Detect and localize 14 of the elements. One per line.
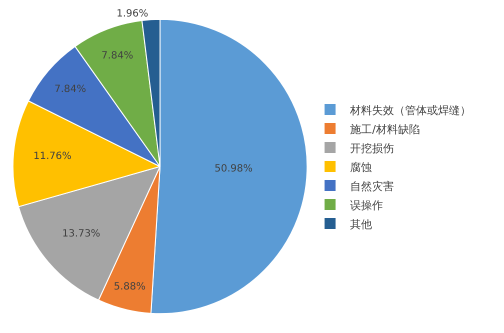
data-label: 11.76% bbox=[33, 150, 72, 162]
legend-label: 其他 bbox=[350, 218, 372, 231]
legend-label: 材料失效（管体或焊缝） bbox=[349, 104, 472, 117]
legend-label: 自然灾害 bbox=[350, 180, 394, 193]
data-label: 1.96% bbox=[116, 8, 148, 20]
data-label: 7.84% bbox=[54, 84, 86, 96]
data-label: 50.98% bbox=[214, 163, 253, 174]
data-label: 5.88% bbox=[114, 282, 146, 293]
data-label: 7.84% bbox=[101, 50, 134, 62]
data-label: 13.73% bbox=[62, 228, 100, 240]
legend-label: 腐蚀 bbox=[350, 160, 372, 174]
legend-label: 开挖损伤 bbox=[350, 142, 394, 155]
legend-label: 误操作 bbox=[350, 198, 384, 212]
legend-label: 施工/材料缺陷 bbox=[350, 122, 420, 136]
